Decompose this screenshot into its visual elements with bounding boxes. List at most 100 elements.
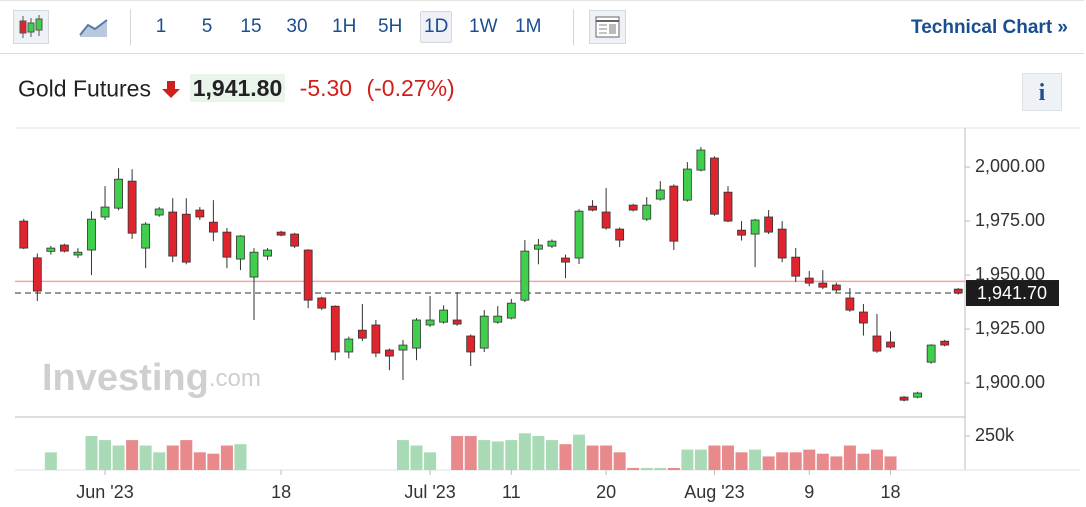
candle-body bbox=[601, 211, 611, 229]
volume-tick-label: 250k bbox=[975, 425, 1015, 445]
candle-body bbox=[73, 251, 83, 256]
volume-bar bbox=[451, 436, 464, 470]
candle-body bbox=[588, 205, 597, 211]
candle-body bbox=[804, 277, 814, 284]
candle-body bbox=[385, 349, 394, 357]
candle-body bbox=[87, 218, 96, 251]
volume-bar bbox=[870, 449, 883, 470]
volume-bar bbox=[220, 445, 233, 470]
info-button[interactable]: i bbox=[1022, 73, 1062, 111]
layout-button[interactable] bbox=[589, 10, 626, 44]
watermark: Investing.com bbox=[42, 357, 261, 399]
candle-body bbox=[655, 189, 665, 200]
volume-bar bbox=[708, 445, 721, 470]
candle-body bbox=[913, 392, 922, 398]
interval-button[interactable]: 15 bbox=[240, 16, 262, 37]
quote-header: Gold Futures 1,941.80 -5.30 (-0.27%) bbox=[18, 74, 455, 103]
watermark-suffix: .com bbox=[209, 365, 261, 392]
candle-body bbox=[195, 209, 205, 218]
candle-body bbox=[412, 319, 421, 349]
candle-body bbox=[19, 220, 29, 249]
candle-chart-button[interactable] bbox=[13, 10, 49, 44]
volume-bar bbox=[193, 452, 206, 470]
volume-bar bbox=[667, 467, 680, 470]
volume-bar bbox=[518, 433, 531, 470]
volume-bar bbox=[153, 452, 166, 470]
y-tick-label: 1,975.00 bbox=[975, 210, 1045, 230]
candle-body bbox=[574, 210, 584, 259]
candle-body bbox=[791, 256, 801, 277]
candle-body bbox=[60, 244, 69, 252]
interval-button[interactable]: 1 bbox=[155, 16, 167, 37]
volume-bar bbox=[491, 441, 504, 470]
candle-body bbox=[561, 257, 570, 263]
x-tick-label: Jul '23 bbox=[404, 482, 455, 502]
candle-body bbox=[831, 284, 841, 291]
candle-body bbox=[303, 249, 313, 301]
price: 1,941.80 bbox=[189, 74, 286, 103]
separator bbox=[573, 9, 574, 45]
candle-body bbox=[479, 315, 489, 349]
candle-body bbox=[398, 344, 408, 351]
candle-body bbox=[439, 309, 449, 323]
candle-body bbox=[236, 235, 245, 260]
volume-bar bbox=[762, 456, 775, 470]
volume-bar bbox=[505, 440, 518, 470]
volume-bar bbox=[816, 453, 829, 470]
volume-bar bbox=[126, 440, 139, 470]
volume-bar bbox=[681, 449, 694, 470]
volume-bar bbox=[586, 445, 599, 470]
last-price-badge bbox=[966, 280, 1059, 307]
interval-button[interactable]: 30 bbox=[286, 16, 308, 37]
volume-bar bbox=[559, 444, 572, 470]
volume-bar bbox=[85, 436, 98, 470]
candle-body bbox=[953, 288, 963, 294]
volume-bar bbox=[627, 467, 640, 470]
interval-button[interactable]: 1H bbox=[332, 16, 357, 37]
volume-bar bbox=[803, 449, 816, 470]
candle-body bbox=[32, 257, 42, 292]
candle-body bbox=[344, 338, 354, 353]
candle-body bbox=[710, 157, 719, 215]
volume-bar bbox=[884, 456, 897, 470]
volume-bar bbox=[857, 453, 870, 470]
interval-button[interactable]: 5H bbox=[378, 16, 403, 37]
y-tick-label: 2,000.00 bbox=[975, 156, 1045, 176]
area-chart-button[interactable] bbox=[78, 15, 110, 39]
volume-bar bbox=[654, 467, 667, 470]
candle-body bbox=[764, 216, 774, 233]
volume-bar bbox=[843, 445, 856, 470]
interval-button[interactable]: 1D bbox=[420, 11, 453, 43]
separator bbox=[130, 9, 131, 45]
interval-button[interactable]: 1W bbox=[469, 16, 498, 37]
candle-body bbox=[141, 223, 151, 249]
volume-bar bbox=[735, 452, 748, 470]
candle-body bbox=[466, 335, 476, 353]
candle-body bbox=[628, 204, 638, 211]
interval-button[interactable]: 1M bbox=[515, 16, 542, 37]
volume-bar bbox=[830, 456, 843, 470]
technical-chart-link[interactable]: Technical Chart » bbox=[911, 17, 1068, 38]
y-tick-label: 1,925.00 bbox=[975, 318, 1045, 338]
candle-body bbox=[547, 240, 557, 247]
candle-body bbox=[696, 149, 706, 171]
candle-body bbox=[276, 231, 286, 236]
candle-body bbox=[357, 329, 367, 339]
candle-body bbox=[46, 247, 56, 252]
x-tick-label: 9 bbox=[804, 482, 814, 502]
candle-body bbox=[520, 250, 530, 301]
x-tick-label: Aug '23 bbox=[684, 482, 745, 502]
candle-body bbox=[114, 178, 123, 209]
toolbar: 1 5 15 30 1H 5H 1D 1W 1M Technical Chart… bbox=[0, 0, 1084, 54]
y-tick-label: 1,900.00 bbox=[975, 372, 1045, 392]
interval-button[interactable]: 5 bbox=[201, 16, 213, 37]
volume-bar bbox=[600, 445, 613, 470]
volume-bar bbox=[789, 452, 802, 470]
volume-bar bbox=[545, 440, 558, 470]
volume-bar bbox=[44, 452, 57, 470]
candle-body bbox=[493, 315, 503, 323]
candle-body bbox=[330, 305, 340, 353]
volume-bar bbox=[478, 440, 491, 470]
candle-body bbox=[168, 211, 178, 257]
